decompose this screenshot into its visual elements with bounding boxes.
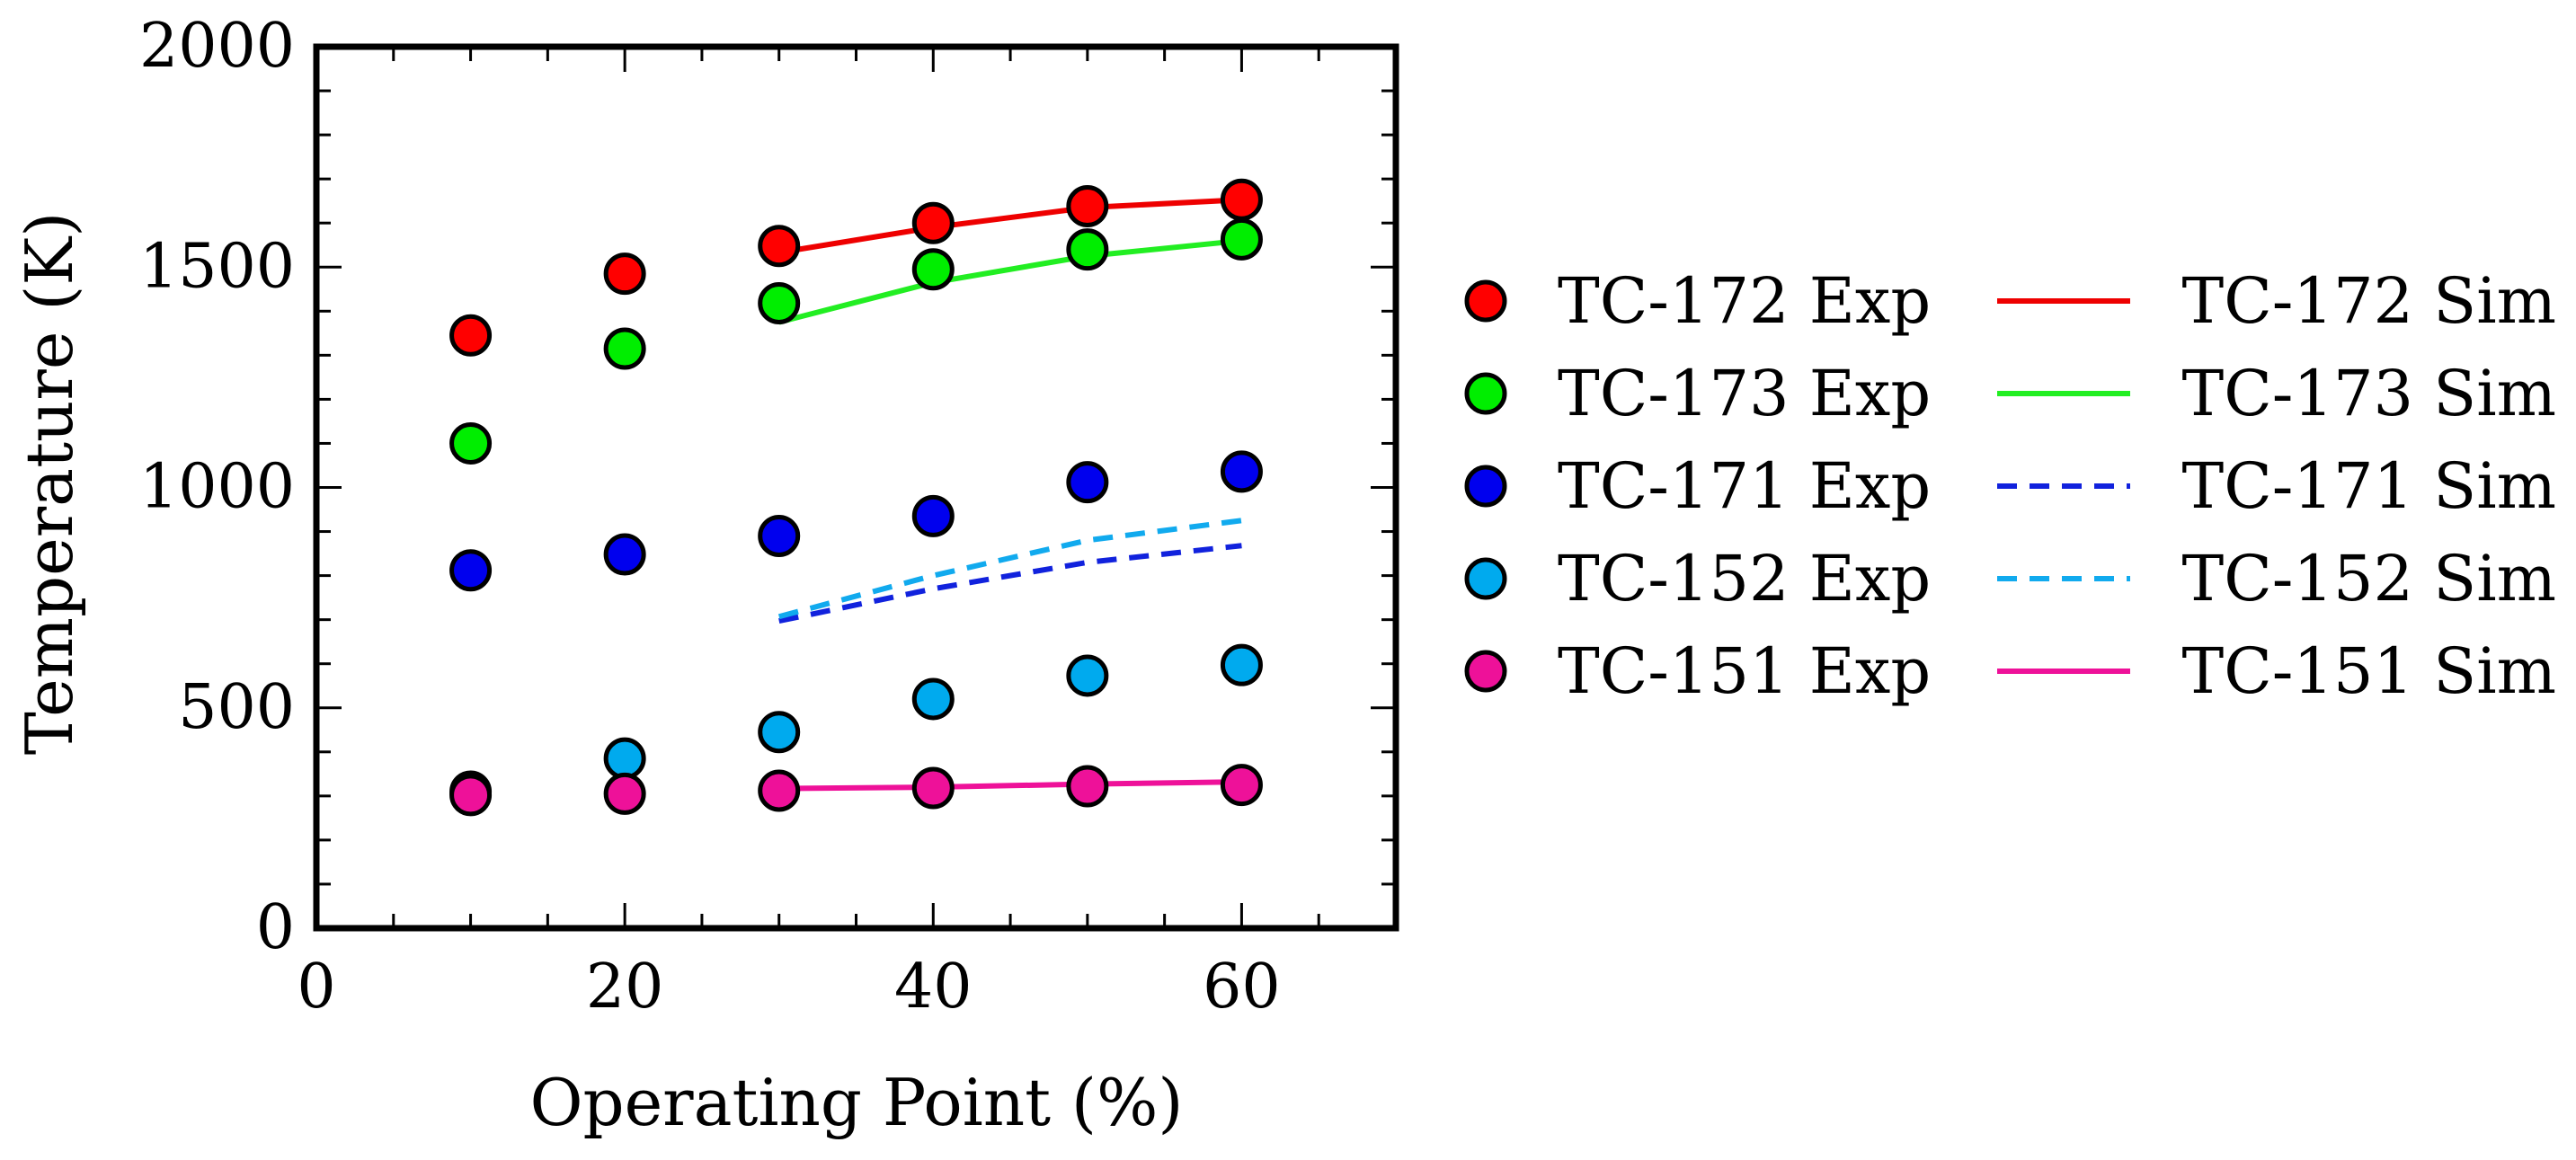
- experimental-points: [449, 178, 1263, 817]
- legend-label: TC-152 Sim: [2182, 542, 2556, 615]
- legend-label: TC-152 Exp: [1558, 542, 1931, 615]
- data-point-tc-152-exp: [1220, 643, 1263, 686]
- plot-frame: [313, 43, 1399, 932]
- data-point-tc-173-exp: [911, 248, 955, 291]
- data-point-tc-152-exp: [758, 711, 801, 754]
- y-tick-label: 1000: [139, 452, 295, 523]
- data-point-tc-172-exp: [449, 314, 493, 357]
- legend-label: TC-172 Sim: [2182, 264, 2556, 338]
- data-point-tc-171-exp: [1066, 461, 1109, 504]
- data-point-tc-152-exp: [1066, 654, 1109, 697]
- legend-marker: [1464, 650, 1507, 693]
- data-point-tc-172-exp: [911, 201, 955, 244]
- data-point-tc-151-exp: [449, 774, 493, 817]
- sim-line-tc-152-sim: [777, 518, 1242, 620]
- data-point-tc-151-exp: [758, 769, 801, 812]
- data-point-tc-171-exp: [603, 533, 646, 576]
- sim-line-tc-171-sim: [778, 543, 1242, 624]
- data-point-tc-173-exp: [449, 421, 493, 465]
- legend-marker: [1464, 465, 1507, 508]
- data-point-tc-152-exp: [911, 677, 955, 721]
- tick-labels: 0 500 1000 1500 2000 0 20 40 60: [139, 11, 1281, 1023]
- data-point-tc-151-exp: [911, 766, 955, 810]
- x-tick-label: 20: [586, 952, 664, 1023]
- data-point-tc-172-exp: [1220, 178, 1263, 221]
- y-axis-title: Temperature (K): [12, 212, 87, 756]
- legend: TC-172 Exp TC-173 Exp TC-171 Exp TC-152 Exp…: [1464, 264, 2556, 708]
- sim-line-tc-173-sim: [777, 237, 1242, 325]
- data-point-tc-151-exp: [603, 772, 646, 815]
- data-point-tc-173-exp: [758, 281, 801, 324]
- data-point-tc-173-exp: [1066, 228, 1109, 271]
- legend-label: TC-172 Exp: [1558, 264, 1931, 338]
- data-point-tc-151-exp: [1220, 764, 1263, 807]
- y-tick-label: 2000: [139, 11, 295, 82]
- legend-label: TC-151 Sim: [2182, 634, 2556, 708]
- y-tick-label: 0: [256, 892, 295, 963]
- legend-label: TC-173 Sim: [2182, 357, 2556, 430]
- data-point-tc-173-exp: [1220, 217, 1263, 261]
- sim-line-tc-172-sim: [778, 197, 1242, 256]
- data-point-tc-171-exp: [449, 549, 493, 592]
- data-point-tc-151-exp: [1066, 765, 1109, 808]
- simulation-lines: [777, 197, 1242, 792]
- legend-label: TC-171 Exp: [1558, 449, 1931, 523]
- data-point-tc-171-exp: [758, 514, 801, 557]
- x-axis-title: Operating Point (%): [529, 1065, 1183, 1140]
- legend-marker: [1464, 557, 1507, 600]
- legend-label: TC-171 Sim: [2182, 449, 2556, 523]
- data-point-tc-172-exp: [758, 225, 801, 268]
- x-tick-label: 0: [297, 952, 335, 1023]
- sim-line-tc-151-sim: [778, 779, 1242, 792]
- legend-label: TC-173 Exp: [1558, 357, 1931, 430]
- data-point-tc-152-exp: [603, 737, 646, 780]
- data-point-tc-173-exp: [603, 327, 646, 370]
- legend-label: TC-151 Exp: [1558, 634, 1931, 708]
- data-point-tc-171-exp: [911, 494, 955, 537]
- data-point-tc-172-exp: [1066, 185, 1109, 228]
- data-point-tc-172-exp: [603, 252, 646, 296]
- legend-marker: [1464, 279, 1507, 323]
- x-tick-label: 60: [1203, 952, 1281, 1023]
- x-tick-label: 40: [894, 952, 973, 1023]
- legend-marker: [1464, 372, 1507, 415]
- data-point-tc-171-exp: [1220, 450, 1263, 493]
- y-tick-label: 500: [178, 672, 295, 743]
- y-tick-label: 1500: [139, 231, 295, 302]
